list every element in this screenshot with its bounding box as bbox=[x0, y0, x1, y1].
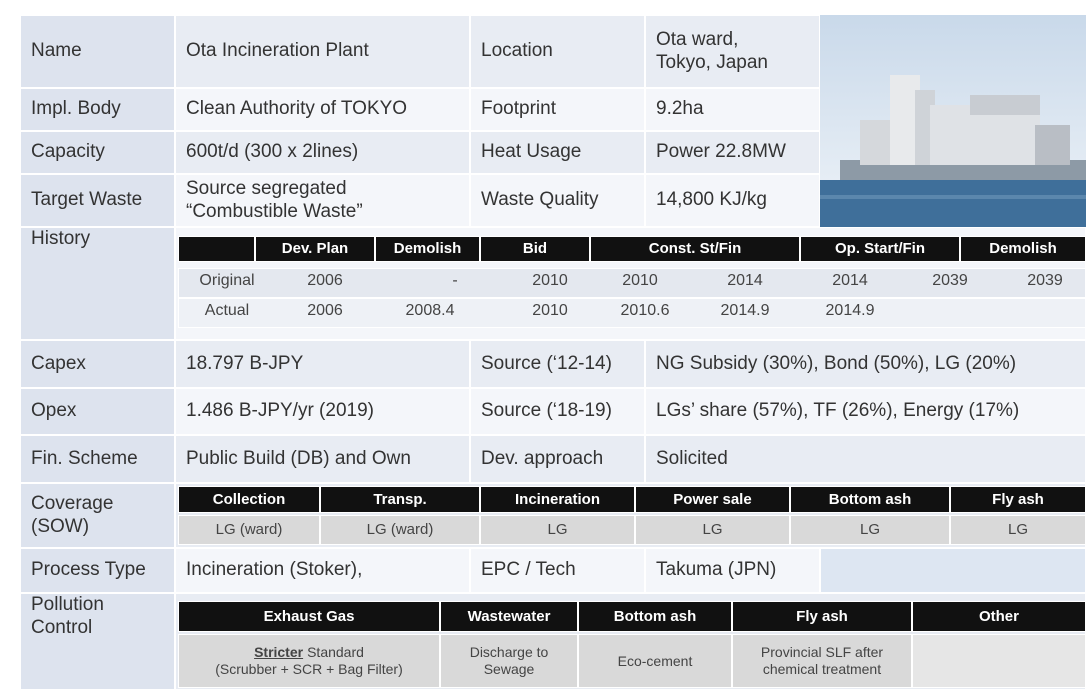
coverage-header: Collection bbox=[178, 486, 320, 513]
row-label2: Footprint bbox=[470, 88, 645, 131]
pollution-cell: Provincial SLF after chemical treatment bbox=[732, 634, 912, 688]
pollution-cell: Eco-cement bbox=[578, 634, 732, 688]
row-label: Capacity bbox=[20, 131, 175, 174]
emphasis: Stricter bbox=[254, 644, 303, 660]
coverage-value: LG bbox=[950, 515, 1086, 545]
pollution-cell-text: Eco-cement bbox=[618, 653, 693, 670]
history-value: 2008.4 bbox=[406, 302, 455, 320]
row-value2: Takuma (JPN) bbox=[645, 548, 820, 593]
row-label: Coverage (SOW) bbox=[20, 483, 175, 548]
row-value: Ota Incineration Plant bbox=[175, 15, 470, 88]
row-label2: EPC / Tech bbox=[470, 548, 645, 593]
history-value: 2014.9 bbox=[721, 302, 770, 320]
pollution-header: Fly ash bbox=[732, 601, 912, 632]
history-value: 2014.9 bbox=[826, 302, 875, 320]
row-label: Target Waste bbox=[20, 174, 175, 227]
row-label: Impl. Body bbox=[20, 88, 175, 131]
row-label2: Heat Usage bbox=[470, 131, 645, 174]
history-value: 2006 bbox=[307, 302, 343, 320]
plant-photo bbox=[820, 15, 1086, 227]
coverage-value: LG bbox=[480, 515, 635, 545]
row-value: 1.486 B-JPY/yr (2019) bbox=[175, 388, 470, 435]
coverage-header: Bottom ash bbox=[790, 486, 950, 513]
row-value2: Power 22.8MW bbox=[645, 131, 820, 174]
history-value: 2010 bbox=[532, 302, 568, 320]
history-value: 2010.6 bbox=[621, 302, 670, 320]
history-header: Demolish bbox=[375, 236, 480, 262]
row-label: History bbox=[20, 227, 175, 340]
history-value: 2039 bbox=[1027, 272, 1063, 290]
row-value: 600t/d (300 x 2lines) bbox=[175, 131, 470, 174]
row-value2: NG Subsidy (30%), Bond (50%), LG (20%) bbox=[645, 340, 1086, 388]
pollution-cell: Discharge to Sewage bbox=[440, 634, 578, 688]
header-blank bbox=[178, 236, 255, 262]
text: Eco-cement bbox=[618, 653, 693, 669]
text: Standard (Scrubber + SCR + Bag Filter) bbox=[215, 644, 403, 677]
text: Discharge to Sewage bbox=[470, 644, 549, 677]
coverage-value: LG bbox=[635, 515, 790, 545]
history-header: Demolish bbox=[960, 236, 1086, 262]
row-value: Incineration (Stoker), bbox=[175, 548, 470, 593]
row-value2: 9.2ha bbox=[645, 88, 820, 131]
row-value2: Solicited bbox=[645, 435, 1086, 483]
history-row-label: Original bbox=[199, 272, 254, 290]
row-label2: Source (‘18-19) bbox=[470, 388, 645, 435]
pollution-cell-text: Discharge to Sewage bbox=[470, 644, 549, 678]
history-header: Dev. Plan bbox=[255, 236, 375, 262]
page: NameOta Incineration PlantLocationOta wa… bbox=[0, 0, 1086, 693]
history-row-label: Actual bbox=[205, 302, 249, 320]
pollution-header: Bottom ash bbox=[578, 601, 732, 632]
history-header: Op. Start/Fin bbox=[800, 236, 960, 262]
history-value: 2014 bbox=[727, 272, 763, 290]
pollution-header: Wastewater bbox=[440, 601, 578, 632]
row-label2: Waste Quality bbox=[470, 174, 645, 227]
row-value: Source segregated “Combustible Waste” bbox=[175, 174, 470, 227]
row-label2: Source (‘12-14) bbox=[470, 340, 645, 388]
row-value2: LGs’ share (57%), TF (26%), Energy (17%) bbox=[645, 388, 1086, 435]
coverage-value: LG bbox=[790, 515, 950, 545]
row-value: 18.797 B-JPY bbox=[175, 340, 470, 388]
history-value: 2014 bbox=[832, 272, 868, 290]
history-value: - bbox=[452, 272, 457, 290]
row-label2: Location bbox=[470, 15, 645, 88]
coverage-header: Power sale bbox=[635, 486, 790, 513]
pollution-cell-text: Provincial SLF after chemical treatment bbox=[761, 644, 883, 678]
history-value: 2006 bbox=[307, 272, 343, 290]
row-label: Pollution Control bbox=[20, 593, 175, 690]
pollution-header: Other bbox=[912, 601, 1086, 632]
row-value: Public Build (DB) and Own bbox=[175, 435, 470, 483]
row-label2: Dev. approach bbox=[470, 435, 645, 483]
history-value: 2010 bbox=[532, 272, 568, 290]
coverage-header: Incineration bbox=[480, 486, 635, 513]
coverage-header: Transp. bbox=[320, 486, 480, 513]
history-value: 2039 bbox=[932, 272, 968, 290]
row-label: Process Type bbox=[20, 548, 175, 593]
row-label: Opex bbox=[20, 388, 175, 435]
coverage-value: LG (ward) bbox=[178, 515, 320, 545]
row-value2: 14,800 KJ/kg bbox=[645, 174, 820, 227]
row-value: Clean Authority of TOKYO bbox=[175, 88, 470, 131]
row-value2: Ota ward, Tokyo, Japan bbox=[645, 15, 820, 88]
history-header: Const. St/Fin bbox=[590, 236, 800, 262]
row-label: Name bbox=[20, 15, 175, 88]
row-label: Fin. Scheme bbox=[20, 435, 175, 483]
history-value: 2010 bbox=[622, 272, 658, 290]
pollution-header: Exhaust Gas bbox=[178, 601, 440, 632]
coverage-header: Fly ash bbox=[950, 486, 1086, 513]
pollution-cell bbox=[912, 634, 1086, 688]
history-header: Bid bbox=[480, 236, 590, 262]
row-label: Capex bbox=[20, 340, 175, 388]
text: Provincial SLF after chemical treatment bbox=[761, 644, 883, 677]
row-blank bbox=[820, 548, 1086, 593]
coverage-value: LG (ward) bbox=[320, 515, 480, 545]
